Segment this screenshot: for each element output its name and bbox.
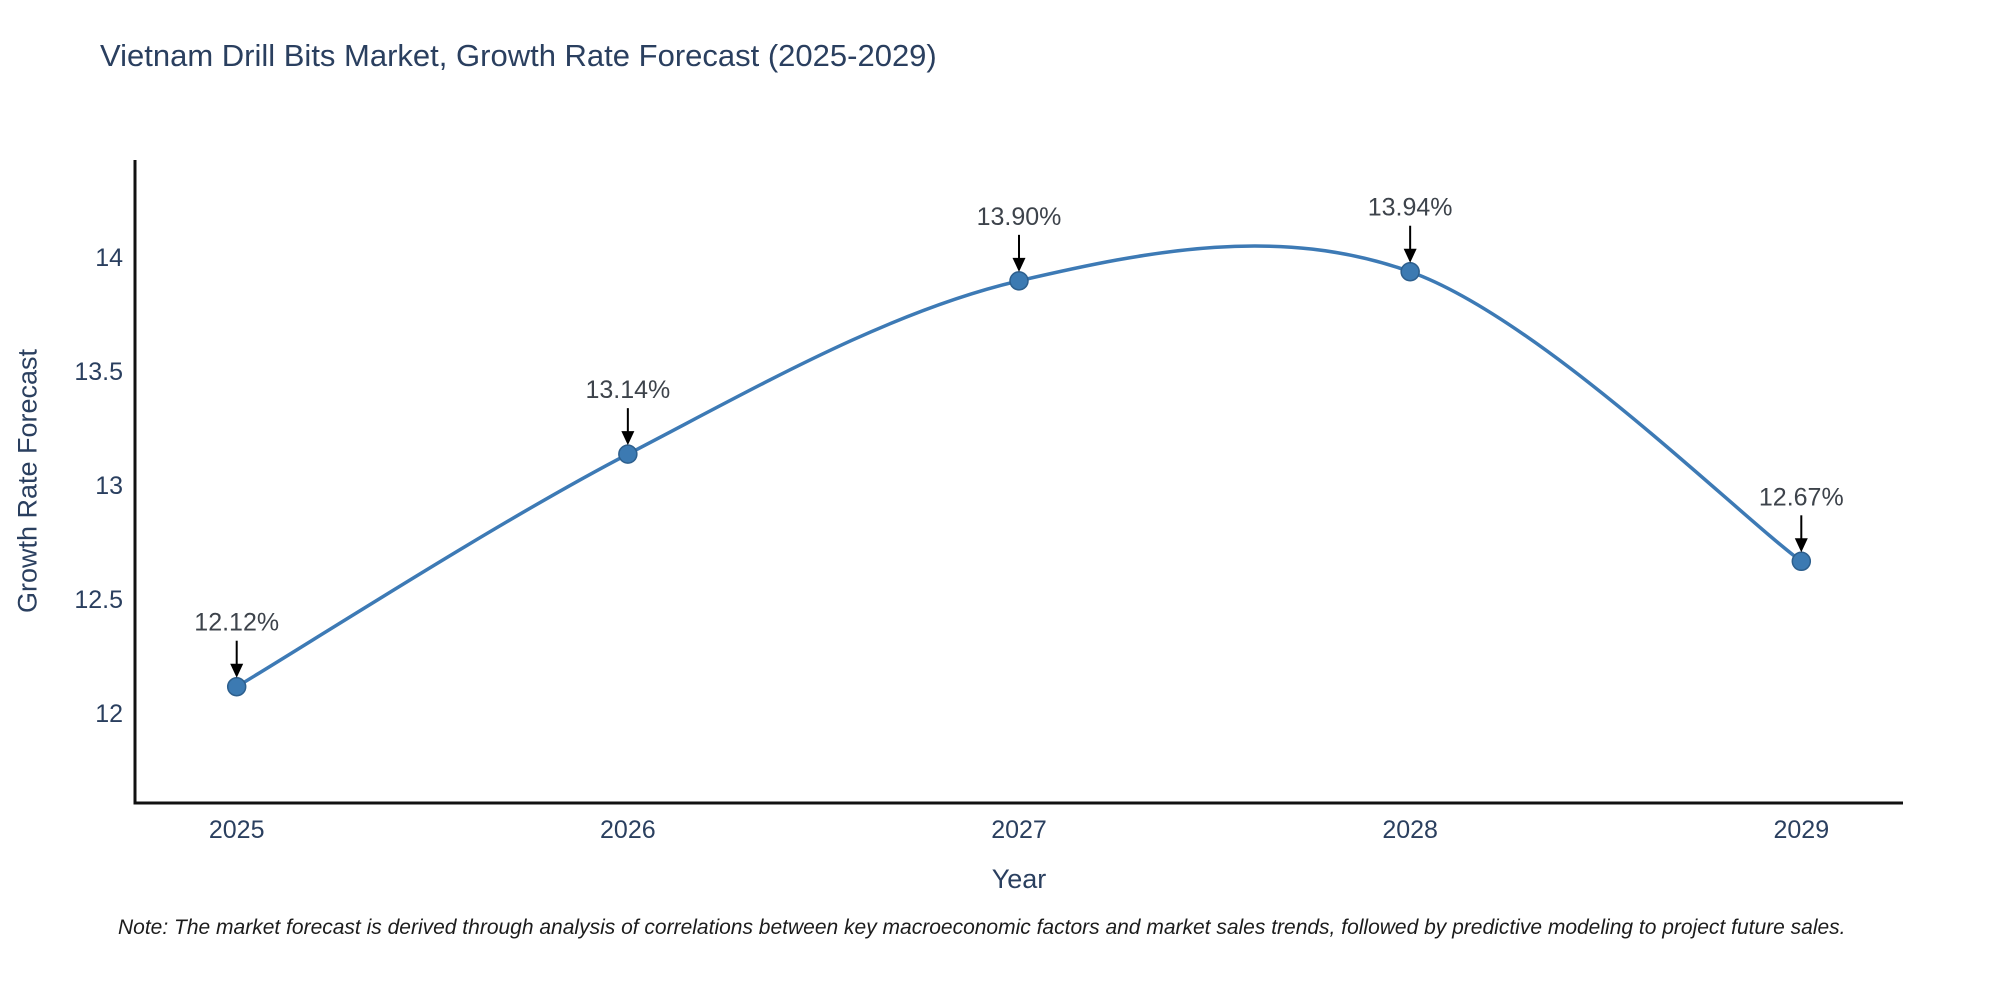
y-tick-label: 12 xyxy=(95,700,123,728)
data-point-marker xyxy=(226,676,247,697)
x-tick-label: 2027 xyxy=(991,816,1047,844)
x-axis-title: Year xyxy=(991,864,1047,894)
annotation-label: 13.94% xyxy=(1368,194,1453,222)
data-point-marker xyxy=(618,444,638,464)
annotation-arrowhead-icon xyxy=(1403,248,1417,263)
data-point-marker xyxy=(1400,261,1420,282)
annotation-label: 13.90% xyxy=(977,203,1062,231)
data-point-marker xyxy=(1791,551,1812,572)
annotation-arrowhead-icon xyxy=(621,431,635,446)
x-tick-label: 2025 xyxy=(209,816,265,844)
x-tick-label: 2026 xyxy=(600,816,656,844)
y-tick-label: 14 xyxy=(95,244,123,272)
chart-note: Note: The market forecast is derived thr… xyxy=(118,916,1846,939)
x-tick-label: 2028 xyxy=(1382,816,1438,844)
annotation-label: 12.12% xyxy=(194,609,279,637)
annotation-arrowhead-icon xyxy=(230,663,244,678)
annotation-arrowhead-icon xyxy=(1012,257,1026,272)
annotation-label: 13.14% xyxy=(585,376,670,404)
data-point-marker xyxy=(1009,271,1029,291)
x-tick-label: 2029 xyxy=(1773,816,1829,844)
annotation-arrowhead-icon xyxy=(1794,538,1808,553)
y-tick-label: 13 xyxy=(95,472,123,500)
chart-title: Vietnam Drill Bits Market, Growth Rate F… xyxy=(100,38,937,73)
annotation-label: 12.67% xyxy=(1759,483,1844,511)
forecast-line xyxy=(234,244,1804,689)
y-tick-label: 12.5 xyxy=(74,586,123,614)
y-tick-label: 13.5 xyxy=(74,358,123,386)
